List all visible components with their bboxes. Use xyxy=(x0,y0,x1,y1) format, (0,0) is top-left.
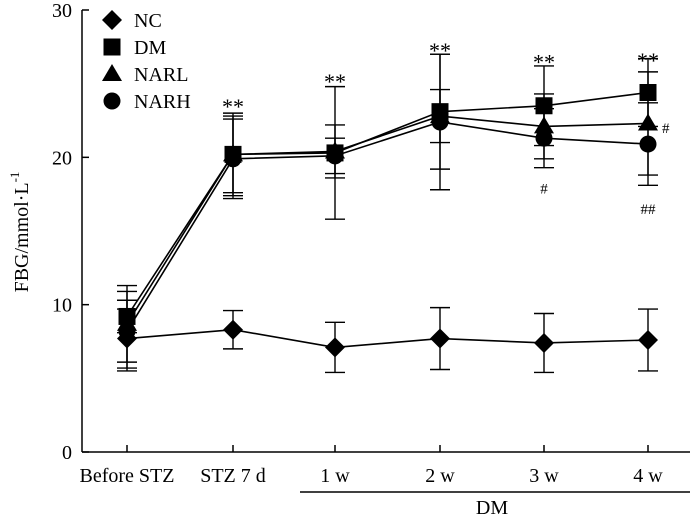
annotation-5: # xyxy=(540,181,548,197)
nc-point-3 xyxy=(430,328,450,349)
x-tick-label-0: Before STZ xyxy=(80,465,175,487)
legend-label-nc: NC xyxy=(134,10,162,32)
x-tick-label-4: 3 w xyxy=(529,465,559,487)
nc-point-5 xyxy=(638,330,658,351)
nc-point-4 xyxy=(534,332,554,353)
nc-series-line xyxy=(126,328,649,349)
annotation-4: ** xyxy=(637,48,659,73)
annotation-7: ## xyxy=(641,202,657,218)
y-tick-label-20: 20 xyxy=(52,147,72,169)
y-tick-label-30: 30 xyxy=(52,0,72,22)
y-tick-label-10: 10 xyxy=(52,295,72,317)
narh-point-4 xyxy=(535,129,553,147)
legend-marker-narh xyxy=(103,92,121,110)
legend-label-narl: NARL xyxy=(134,64,188,86)
x-tick-label-5: 4 w xyxy=(633,465,663,487)
x-tick-label-3: 2 w xyxy=(425,465,455,487)
legend-marker-nc xyxy=(102,10,122,30)
narl-point-5 xyxy=(638,113,658,131)
nc-point-2 xyxy=(325,337,345,358)
narl-series-line xyxy=(126,115,649,325)
dm-point-4 xyxy=(535,97,553,115)
narh-point-0 xyxy=(118,322,136,340)
narh-point-1 xyxy=(224,150,242,168)
nc-point-1 xyxy=(223,319,243,340)
y-axis-label: FBG/mmol·L-1 xyxy=(7,172,33,293)
y-axis-label-sup: -1 xyxy=(7,172,22,183)
narl-point-4 xyxy=(534,116,554,134)
x-tick-label-2: 1 w xyxy=(320,465,350,487)
y-tick-label-0: 0 xyxy=(62,442,72,464)
legend-label-dm: DM xyxy=(134,37,166,59)
annotation-2: ** xyxy=(429,38,451,63)
annotation-0: ** xyxy=(222,94,244,119)
dm-point-5 xyxy=(639,84,657,102)
legend-marker-dm xyxy=(103,38,121,56)
narh-point-5 xyxy=(639,135,657,153)
annotation-1: ** xyxy=(324,69,346,94)
x-tick-label-1: STZ 7 d xyxy=(200,465,266,487)
narh-series-line xyxy=(126,121,649,332)
annotation-6: # xyxy=(662,121,670,137)
legend-marker-narl xyxy=(102,64,122,81)
legend-label-narh: NARH xyxy=(134,91,191,113)
annotation-3: ** xyxy=(533,50,555,75)
y-axis-label-main: FBG/mmol·L xyxy=(11,182,33,292)
narh-point-3 xyxy=(431,113,449,131)
narh-point-2 xyxy=(326,147,344,165)
dm-group-label: DM xyxy=(476,497,508,519)
